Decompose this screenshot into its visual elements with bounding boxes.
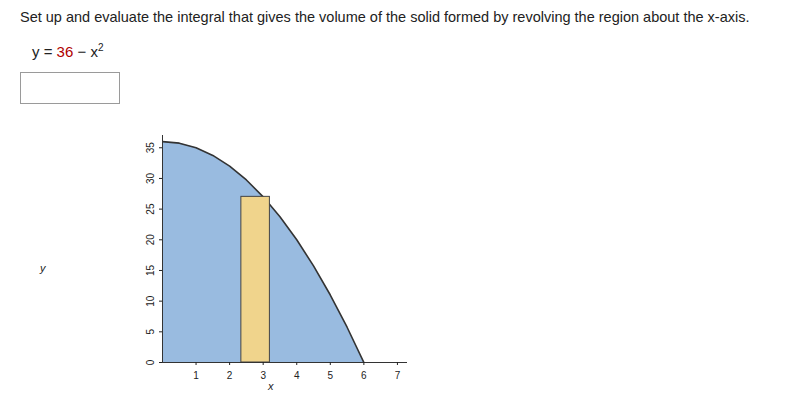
svg-text:5: 5 <box>328 370 334 381</box>
svg-text:25: 25 <box>145 203 156 215</box>
svg-text:10: 10 <box>145 295 156 307</box>
svg-text:7: 7 <box>395 370 401 381</box>
svg-text:35: 35 <box>145 142 156 154</box>
svg-text:4: 4 <box>294 370 300 381</box>
html-text:y = 36 − x2: y = 36 − x2 <box>32 42 104 60</box>
html-text:y: y <box>40 262 46 274</box>
svg-text:5: 5 <box>145 329 156 335</box>
svg-text:1: 1 <box>193 370 199 381</box>
svg-text:30: 30 <box>145 172 156 184</box>
html-text:x: x <box>268 380 274 392</box>
svg-text:20: 20 <box>145 234 156 246</box>
svg-text:6: 6 <box>361 370 367 381</box>
html-text:Set up and evaluate the integr: Set up and evaluate the integral that gi… <box>20 9 750 25</box>
svg-text:0: 0 <box>145 359 156 365</box>
svg-text:3: 3 <box>260 370 266 381</box>
svg-text:15: 15 <box>145 264 156 276</box>
svg-text:2: 2 <box>227 370 233 381</box>
